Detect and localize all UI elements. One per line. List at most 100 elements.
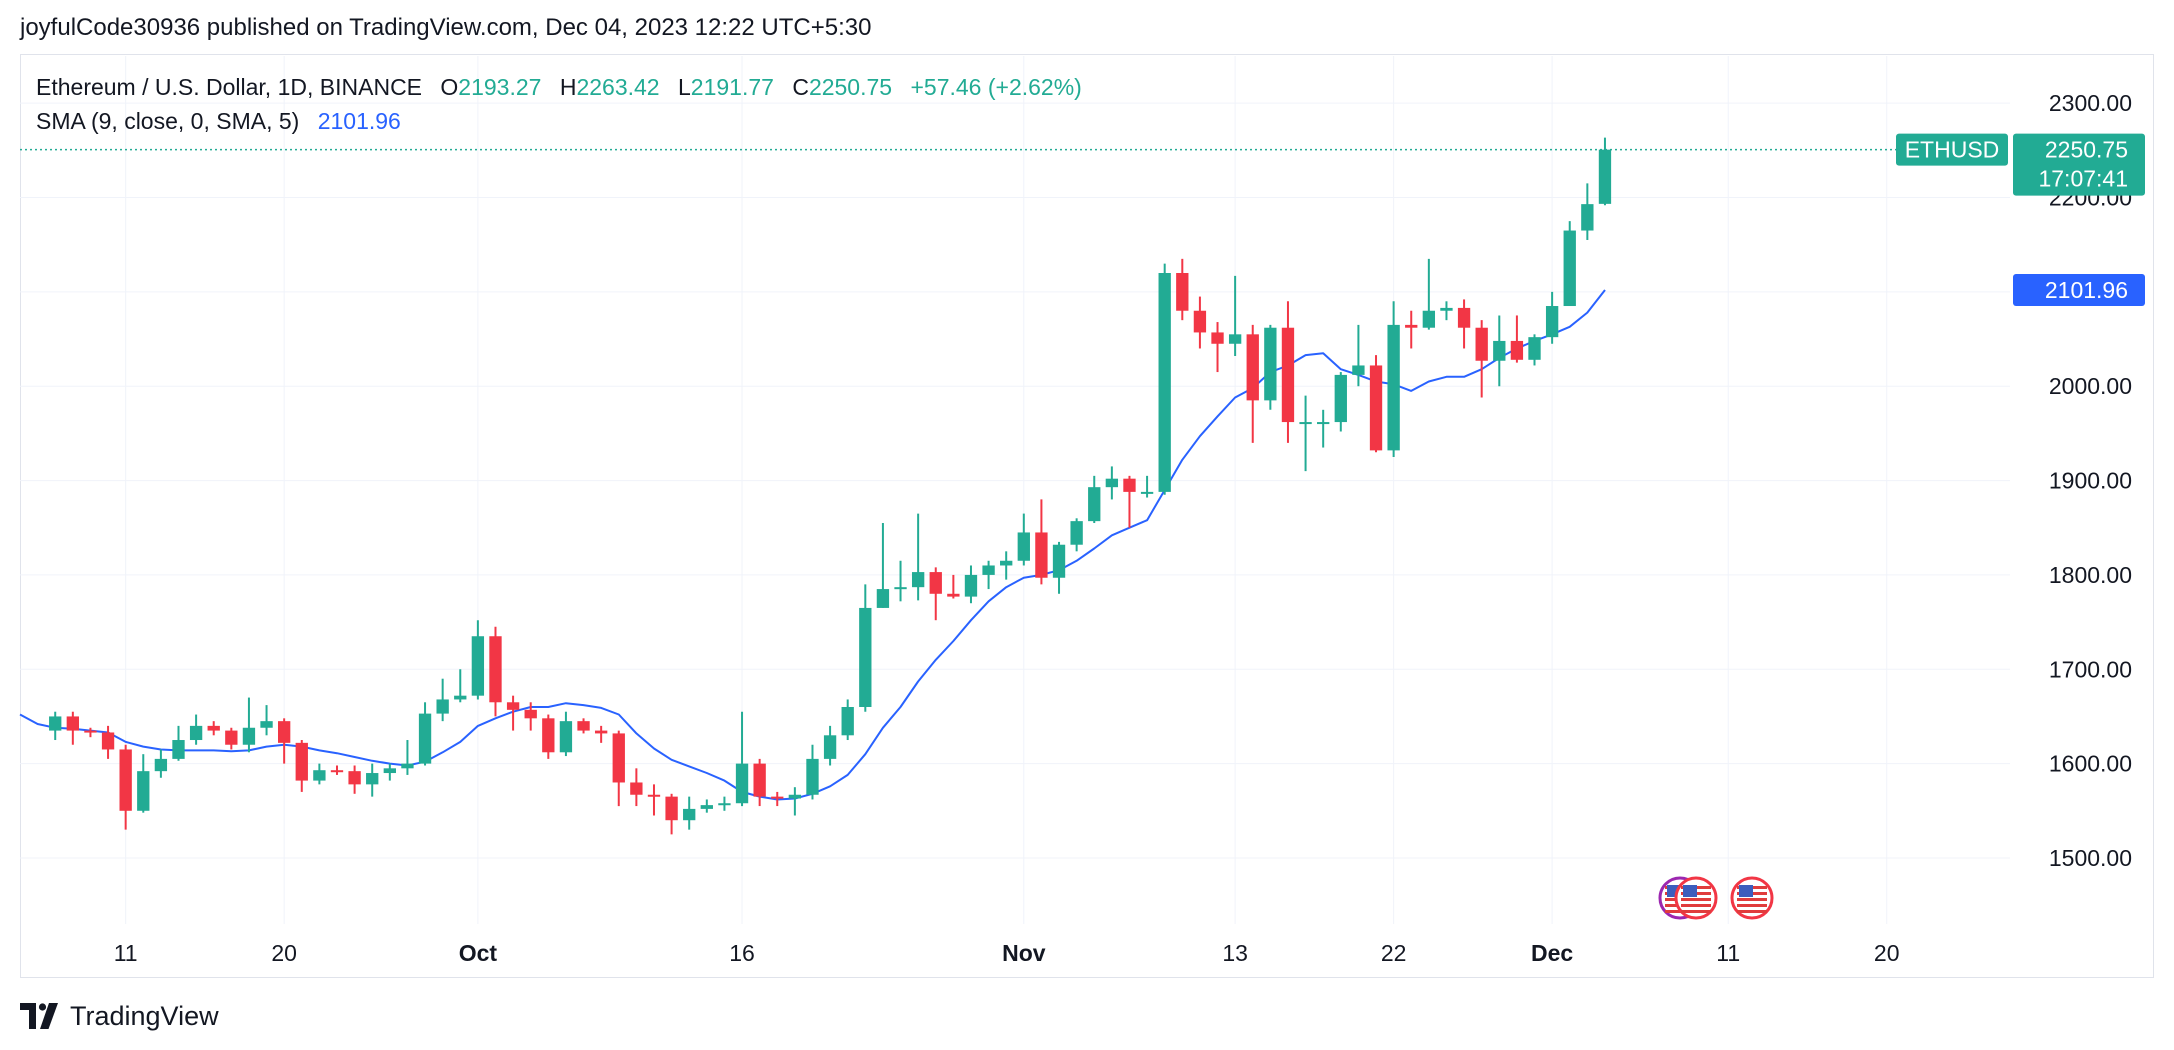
high-value: 2263.42 <box>576 74 660 100</box>
sma-value: 2101.96 <box>317 108 401 134</box>
candle <box>718 796 731 811</box>
candle <box>101 725 115 759</box>
candle-body <box>823 735 837 759</box>
chart-legend: Ethereum / U.S. Dollar, 1D, BINANCE O 219… <box>36 70 1082 138</box>
candle <box>964 565 978 604</box>
candle <box>454 669 467 703</box>
candle <box>1017 513 1030 566</box>
us-flag-icon[interactable] <box>1730 876 1774 920</box>
candle-body <box>542 718 555 753</box>
price-tick-label: 2000.00 <box>2049 373 2132 399</box>
candle <box>1317 409 1330 448</box>
candle <box>1352 324 1365 387</box>
candle-body <box>1246 334 1259 401</box>
candle-body <box>207 725 220 731</box>
candle-body <box>137 771 150 811</box>
candle <box>559 711 573 757</box>
candle <box>542 714 555 759</box>
candle-body <box>1052 544 1066 578</box>
candle-body <box>66 716 79 731</box>
us-flag-icon[interactable] <box>1674 876 1718 920</box>
candle <box>1158 263 1171 495</box>
candle-body <box>982 565 995 575</box>
sma-label[interactable]: SMA (9, close, 0, SMA, 5) <box>36 108 300 134</box>
candle-body <box>1070 521 1083 545</box>
candle-body <box>260 721 273 728</box>
flag-stripe <box>1737 898 1767 901</box>
candle <box>330 765 344 775</box>
candle <box>1211 322 1224 373</box>
candle-body <box>1545 306 1559 338</box>
price-tick-label: 1500.00 <box>2049 845 2132 871</box>
candle <box>84 727 97 738</box>
time-tick-label: 20 <box>271 940 297 966</box>
price-tag-bg <box>2013 133 2145 196</box>
candle-body <box>1123 478 1136 492</box>
candle-body <box>1563 230 1576 307</box>
candle <box>225 727 238 750</box>
candle-body <box>1140 491 1154 494</box>
time-tick-label: 13 <box>1222 940 1248 966</box>
countdown-text: 17:07:41 <box>2038 166 2128 192</box>
ohlc-legend-row: Ethereum / U.S. Dollar, 1D, BINANCE O 219… <box>36 70 1082 104</box>
candle <box>401 740 414 775</box>
tradingview-logo-icon[interactable] <box>20 1003 60 1029</box>
candle <box>1052 541 1066 594</box>
candle-body <box>665 796 678 821</box>
candle-body <box>1352 365 1365 375</box>
flag-stripe <box>1737 904 1767 907</box>
candle <box>1369 355 1383 453</box>
candle-body <box>1457 307 1471 328</box>
candle <box>1563 221 1576 307</box>
candle <box>1475 320 1488 398</box>
candle-body <box>559 721 573 753</box>
event-icons <box>1658 876 1774 920</box>
candle <box>683 796 696 830</box>
candle-body <box>295 742 308 781</box>
candle-body <box>471 636 485 696</box>
price-tick-label: 1800.00 <box>2049 562 2132 588</box>
time-tick-label: Oct <box>459 940 498 966</box>
high-label: H <box>559 74 577 100</box>
low-value: 2191.77 <box>690 74 774 100</box>
sma-line <box>19 289 1606 801</box>
candle <box>366 763 379 797</box>
candle-body <box>383 768 396 774</box>
open-label: O <box>440 74 459 100</box>
candle <box>1246 324 1259 443</box>
time-tick-label: 20 <box>1874 940 1900 966</box>
candle <box>49 711 62 741</box>
time-axis: 11 20 Oct 16 Nov 13 22 Dec 11 20 <box>114 940 1900 966</box>
candle-body <box>119 749 132 811</box>
candle-body <box>1000 560 1013 566</box>
candle-body <box>436 699 449 714</box>
sma-tag-text: 2101.96 <box>2045 277 2128 303</box>
candle-body <box>718 803 731 806</box>
close-label: C <box>792 74 809 100</box>
candle <box>295 740 308 792</box>
symbol-name[interactable]: Ethereum / U.S. Dollar, 1D, BINANCE <box>36 74 423 100</box>
chart-frame <box>20 54 2154 978</box>
candle <box>418 702 432 766</box>
candle <box>383 763 396 781</box>
candle <box>1299 395 1312 472</box>
candles-layer <box>49 137 1612 835</box>
candle-body <box>753 763 766 797</box>
candle-body <box>313 770 326 781</box>
candle <box>665 793 678 835</box>
candle-body <box>189 725 203 741</box>
price-tick-label: 2300.00 <box>2049 90 2132 116</box>
candle <box>524 702 537 731</box>
candle <box>823 725 837 766</box>
candle-body <box>1510 340 1524 360</box>
price-tags: ETHUSD 2250.75 17:07:41 2101.96 <box>20 133 2145 307</box>
candle <box>1387 301 1400 457</box>
candle <box>1193 296 1207 349</box>
candle-body <box>964 574 978 597</box>
candle-body <box>1334 374 1347 423</box>
close-value: 2250.75 <box>808 74 893 100</box>
footer-brand[interactable]: TradingView <box>70 1000 219 1031</box>
candle <box>612 730 625 807</box>
candle-body <box>330 770 344 773</box>
